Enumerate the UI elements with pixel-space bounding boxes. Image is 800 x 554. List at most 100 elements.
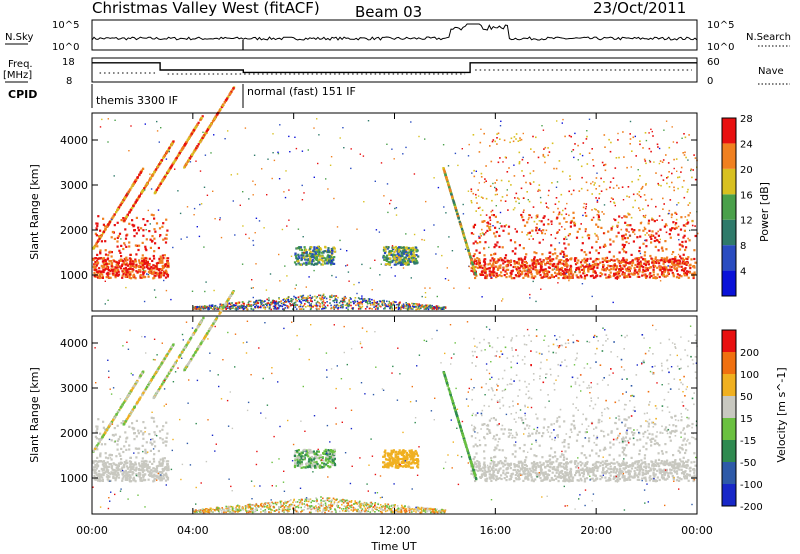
power-cell [601,273,604,276]
power-cell [100,270,104,273]
power-cell [637,272,640,276]
power-cell [448,186,451,189]
power-cell [147,273,150,276]
power-cell [651,130,653,133]
power-cell [668,261,671,264]
power-cell [321,257,324,260]
power-cell [491,140,494,143]
power-cell [656,266,659,269]
power-cell [568,277,571,280]
power-cell [425,304,428,307]
power-cell [337,307,340,309]
power-cell [275,300,277,303]
power-cell [625,241,628,244]
power-cell [493,258,496,261]
power-cell [499,157,501,159]
power-cell [323,307,326,310]
power-cell [516,265,519,269]
power-cell [604,169,607,172]
power-cell [287,300,289,303]
power-cell [102,217,105,220]
power-cell [309,304,311,307]
power-cell [591,265,594,268]
power-cell [195,160,197,162]
power-cell [108,221,111,224]
power-cell [639,209,641,212]
power-cell [646,269,649,272]
power-cell [161,225,164,228]
power-cell [308,262,311,265]
power-cell [616,275,619,279]
power-cell [439,307,442,310]
power-cell [683,229,686,232]
power-cell [656,219,658,221]
power-cell [647,260,650,263]
power-cell [413,254,416,257]
power-cell [294,304,296,306]
power-cell [226,305,229,308]
power-cell [676,273,679,276]
power-cell [621,238,624,241]
power-cell [409,304,411,307]
power-cell [302,262,306,265]
power-cell [155,222,159,225]
power-cell [639,140,641,142]
power-cell [542,271,545,274]
power-cell [349,297,352,299]
vel-cell [523,427,527,430]
power-cell [343,297,346,300]
power-cell [514,247,517,250]
power-cell [402,306,405,308]
power-cell [118,232,122,235]
power-cell [135,253,138,256]
vel-cell [685,466,688,469]
power-cell [559,272,562,275]
power-cell [644,239,646,242]
power-cell [300,302,303,304]
power-cell [543,148,545,150]
power-cell [386,143,388,145]
power-cell [579,274,582,277]
power-cell [630,272,633,275]
power-cell [662,159,665,161]
power-cell [112,268,115,271]
power-cell [255,263,257,265]
power-cell [164,263,168,266]
power-cell [489,223,492,225]
power-cell [180,238,182,240]
power-cell [254,183,256,186]
power-cell [315,255,318,259]
power-cell [558,261,561,264]
power-cell [390,266,393,269]
power-cell [333,295,335,297]
power-cell [657,234,660,237]
power-cell [668,233,671,236]
power-cell [313,247,316,250]
power-cell [104,258,107,262]
power-cell [598,185,601,187]
power-cell [361,263,363,266]
power-cell [326,301,328,303]
power-cell [688,202,691,204]
power-cell [307,258,310,261]
power-cell [512,140,515,143]
power-cell [400,306,402,308]
power-cell [341,297,344,300]
power-cell [574,271,577,273]
power-cell [662,267,665,271]
power-cell [98,273,101,276]
power-cell [546,261,549,264]
power-cell [594,232,596,235]
power-cell [401,306,403,309]
power-cell [626,236,629,240]
power-cell [360,300,362,303]
power-cell [608,250,611,254]
power-cell [621,217,623,219]
power-cell [434,305,437,308]
power-cell [485,180,487,182]
power-cell [642,265,645,269]
power-cell [641,274,644,277]
power-cell [661,161,664,163]
power-cell [348,280,350,282]
power-cell [123,260,126,264]
